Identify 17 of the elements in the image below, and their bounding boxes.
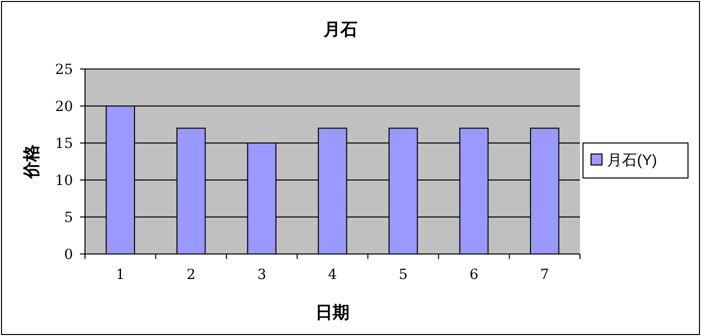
y-tick-label: 15	[55, 136, 73, 152]
x-tick-label: 3	[257, 267, 266, 283]
x-tick-label: 5	[398, 267, 408, 283]
x-axis-title: 日期	[316, 303, 350, 322]
x-tick-label: 6	[469, 267, 478, 283]
y-tick-label: 5	[64, 210, 73, 226]
y-axis-title: 价格	[22, 144, 41, 180]
x-tick-label: 1	[116, 267, 125, 283]
y-tick-label: 10	[55, 173, 73, 189]
y-tick-label: 20	[55, 99, 73, 115]
chart-title: 月石	[322, 20, 358, 39]
x-tick-label: 7	[540, 267, 550, 283]
y-tick-label: 25	[55, 62, 73, 78]
x-tick-label: 4	[328, 267, 338, 283]
x-tick-label: 2	[186, 267, 196, 283]
y-tick-label: 0	[64, 247, 73, 263]
legend-label: 月石(Y)	[607, 152, 657, 169]
